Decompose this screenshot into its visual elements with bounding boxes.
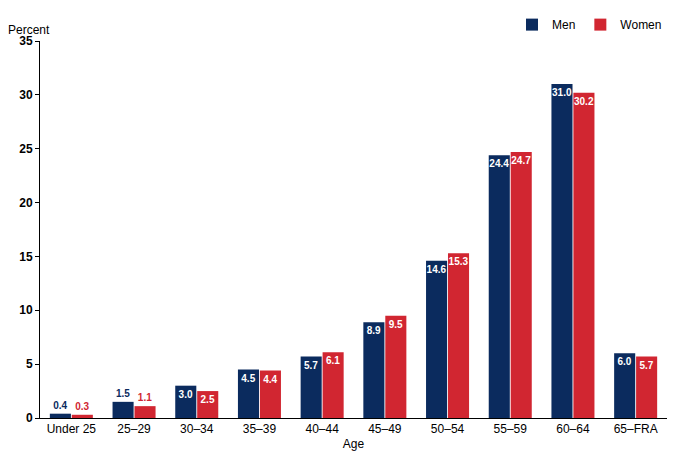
- svg-text:35–39: 35–39: [243, 422, 277, 436]
- svg-text:30: 30: [19, 88, 33, 102]
- svg-text:55–59: 55–59: [494, 422, 528, 436]
- svg-text:Women: Women: [620, 18, 661, 32]
- svg-text:4.5: 4.5: [241, 373, 255, 384]
- svg-text:4.4: 4.4: [263, 374, 277, 385]
- svg-text:5.7: 5.7: [304, 360, 318, 371]
- svg-text:15: 15: [19, 250, 33, 264]
- svg-text:0.3: 0.3: [75, 401, 89, 412]
- svg-text:6.1: 6.1: [326, 355, 340, 366]
- svg-text:2.5: 2.5: [201, 394, 215, 405]
- svg-text:1.1: 1.1: [138, 392, 152, 403]
- svg-text:6.0: 6.0: [618, 356, 632, 367]
- svg-text:25: 25: [19, 142, 33, 156]
- svg-text:Under 25: Under 25: [47, 422, 97, 436]
- svg-text:15.3: 15.3: [449, 256, 469, 267]
- svg-text:Age: Age: [343, 437, 365, 451]
- svg-text:60–64: 60–64: [556, 422, 590, 436]
- svg-text:35: 35: [19, 34, 33, 48]
- svg-text:9.5: 9.5: [389, 319, 403, 330]
- svg-text:3.0: 3.0: [179, 389, 193, 400]
- svg-text:65–FRA: 65–FRA: [614, 422, 658, 436]
- svg-text:0: 0: [26, 411, 33, 425]
- svg-text:5.7: 5.7: [639, 360, 653, 371]
- svg-text:20: 20: [19, 196, 33, 210]
- svg-text:14.6: 14.6: [427, 264, 447, 275]
- svg-text:50–54: 50–54: [431, 422, 465, 436]
- svg-text:8.9: 8.9: [367, 325, 381, 336]
- svg-text:0.4: 0.4: [53, 400, 67, 411]
- svg-text:24.4: 24.4: [489, 158, 509, 169]
- svg-text:24.7: 24.7: [511, 155, 531, 166]
- svg-text:5: 5: [26, 357, 33, 371]
- svg-text:Percent: Percent: [8, 23, 50, 37]
- svg-text:1.5: 1.5: [116, 388, 130, 399]
- svg-text:30.2: 30.2: [574, 96, 594, 107]
- svg-text:25–29: 25–29: [117, 422, 151, 436]
- svg-text:Men: Men: [552, 18, 575, 32]
- svg-text:45–49: 45–49: [368, 422, 402, 436]
- svg-text:10: 10: [19, 303, 33, 317]
- svg-text:31.0: 31.0: [552, 87, 572, 98]
- svg-text:40–44: 40–44: [305, 422, 339, 436]
- svg-text:30–34: 30–34: [180, 422, 214, 436]
